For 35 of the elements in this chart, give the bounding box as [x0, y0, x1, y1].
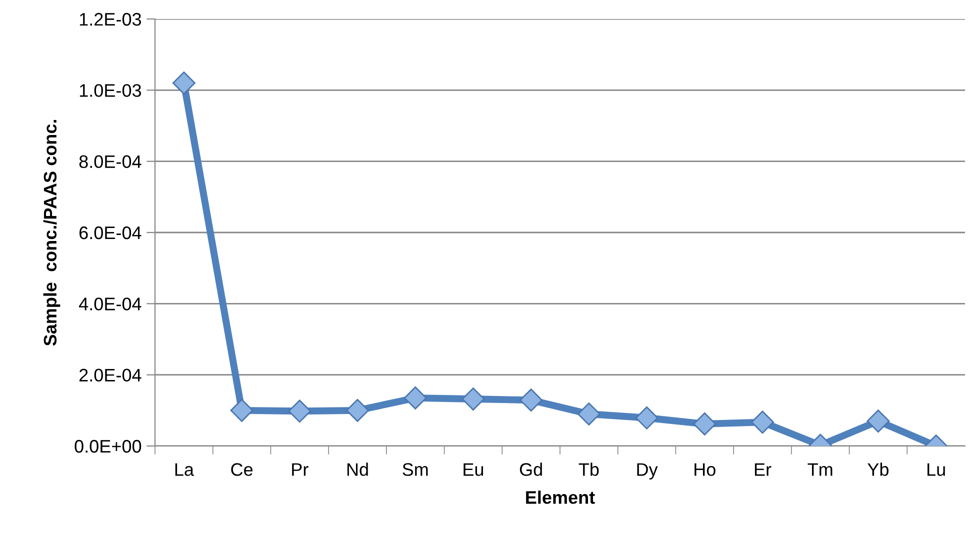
y-tick-label: 0.0E+00	[74, 440, 142, 453]
x-tick-label: Tb	[578, 462, 599, 476]
point	[693, 412, 716, 436]
x-tick-label: Eu	[464, 463, 484, 476]
x-tick-label: Ce	[231, 463, 253, 476]
point	[288, 400, 312, 423]
point	[346, 398, 369, 422]
y-tick-label: 8.0E-04	[79, 155, 142, 168]
y-tick-label: 4.0E-04	[78, 298, 142, 310]
x-tick-label: Pr	[292, 463, 308, 476]
x-tick-label: Lu	[928, 463, 945, 476]
point	[172, 72, 196, 95]
x-tick-label: Er	[754, 463, 772, 476]
x-tick-label: Dy	[637, 463, 658, 480]
point	[404, 386, 427, 410]
y-tick-label: 1.2E-03	[80, 12, 142, 26]
point	[635, 406, 658, 430]
point	[230, 398, 254, 422]
x-tick-label: Nd	[347, 462, 368, 476]
point	[577, 402, 600, 426]
x-tick-label: La	[175, 463, 194, 476]
x-axis-title: Element	[526, 490, 595, 504]
x-tick-label: Ho	[694, 463, 716, 476]
point	[866, 410, 890, 433]
y-tick-label: 6.0E-04	[79, 226, 142, 240]
y-axis-title: Sample conc./PAAS conc.	[43, 120, 60, 346]
x-tick-label: Tm	[808, 463, 832, 476]
y-tick-label: 2.0E-04	[79, 368, 142, 382]
y-tick-label: 1.0E-03	[80, 84, 142, 97]
x-tick-label: Sm	[402, 463, 428, 476]
point	[520, 388, 543, 412]
point	[751, 410, 774, 434]
point	[462, 388, 485, 411]
x-tick-label: Gd	[520, 462, 542, 476]
x-tick-label: Yb	[868, 462, 888, 476]
